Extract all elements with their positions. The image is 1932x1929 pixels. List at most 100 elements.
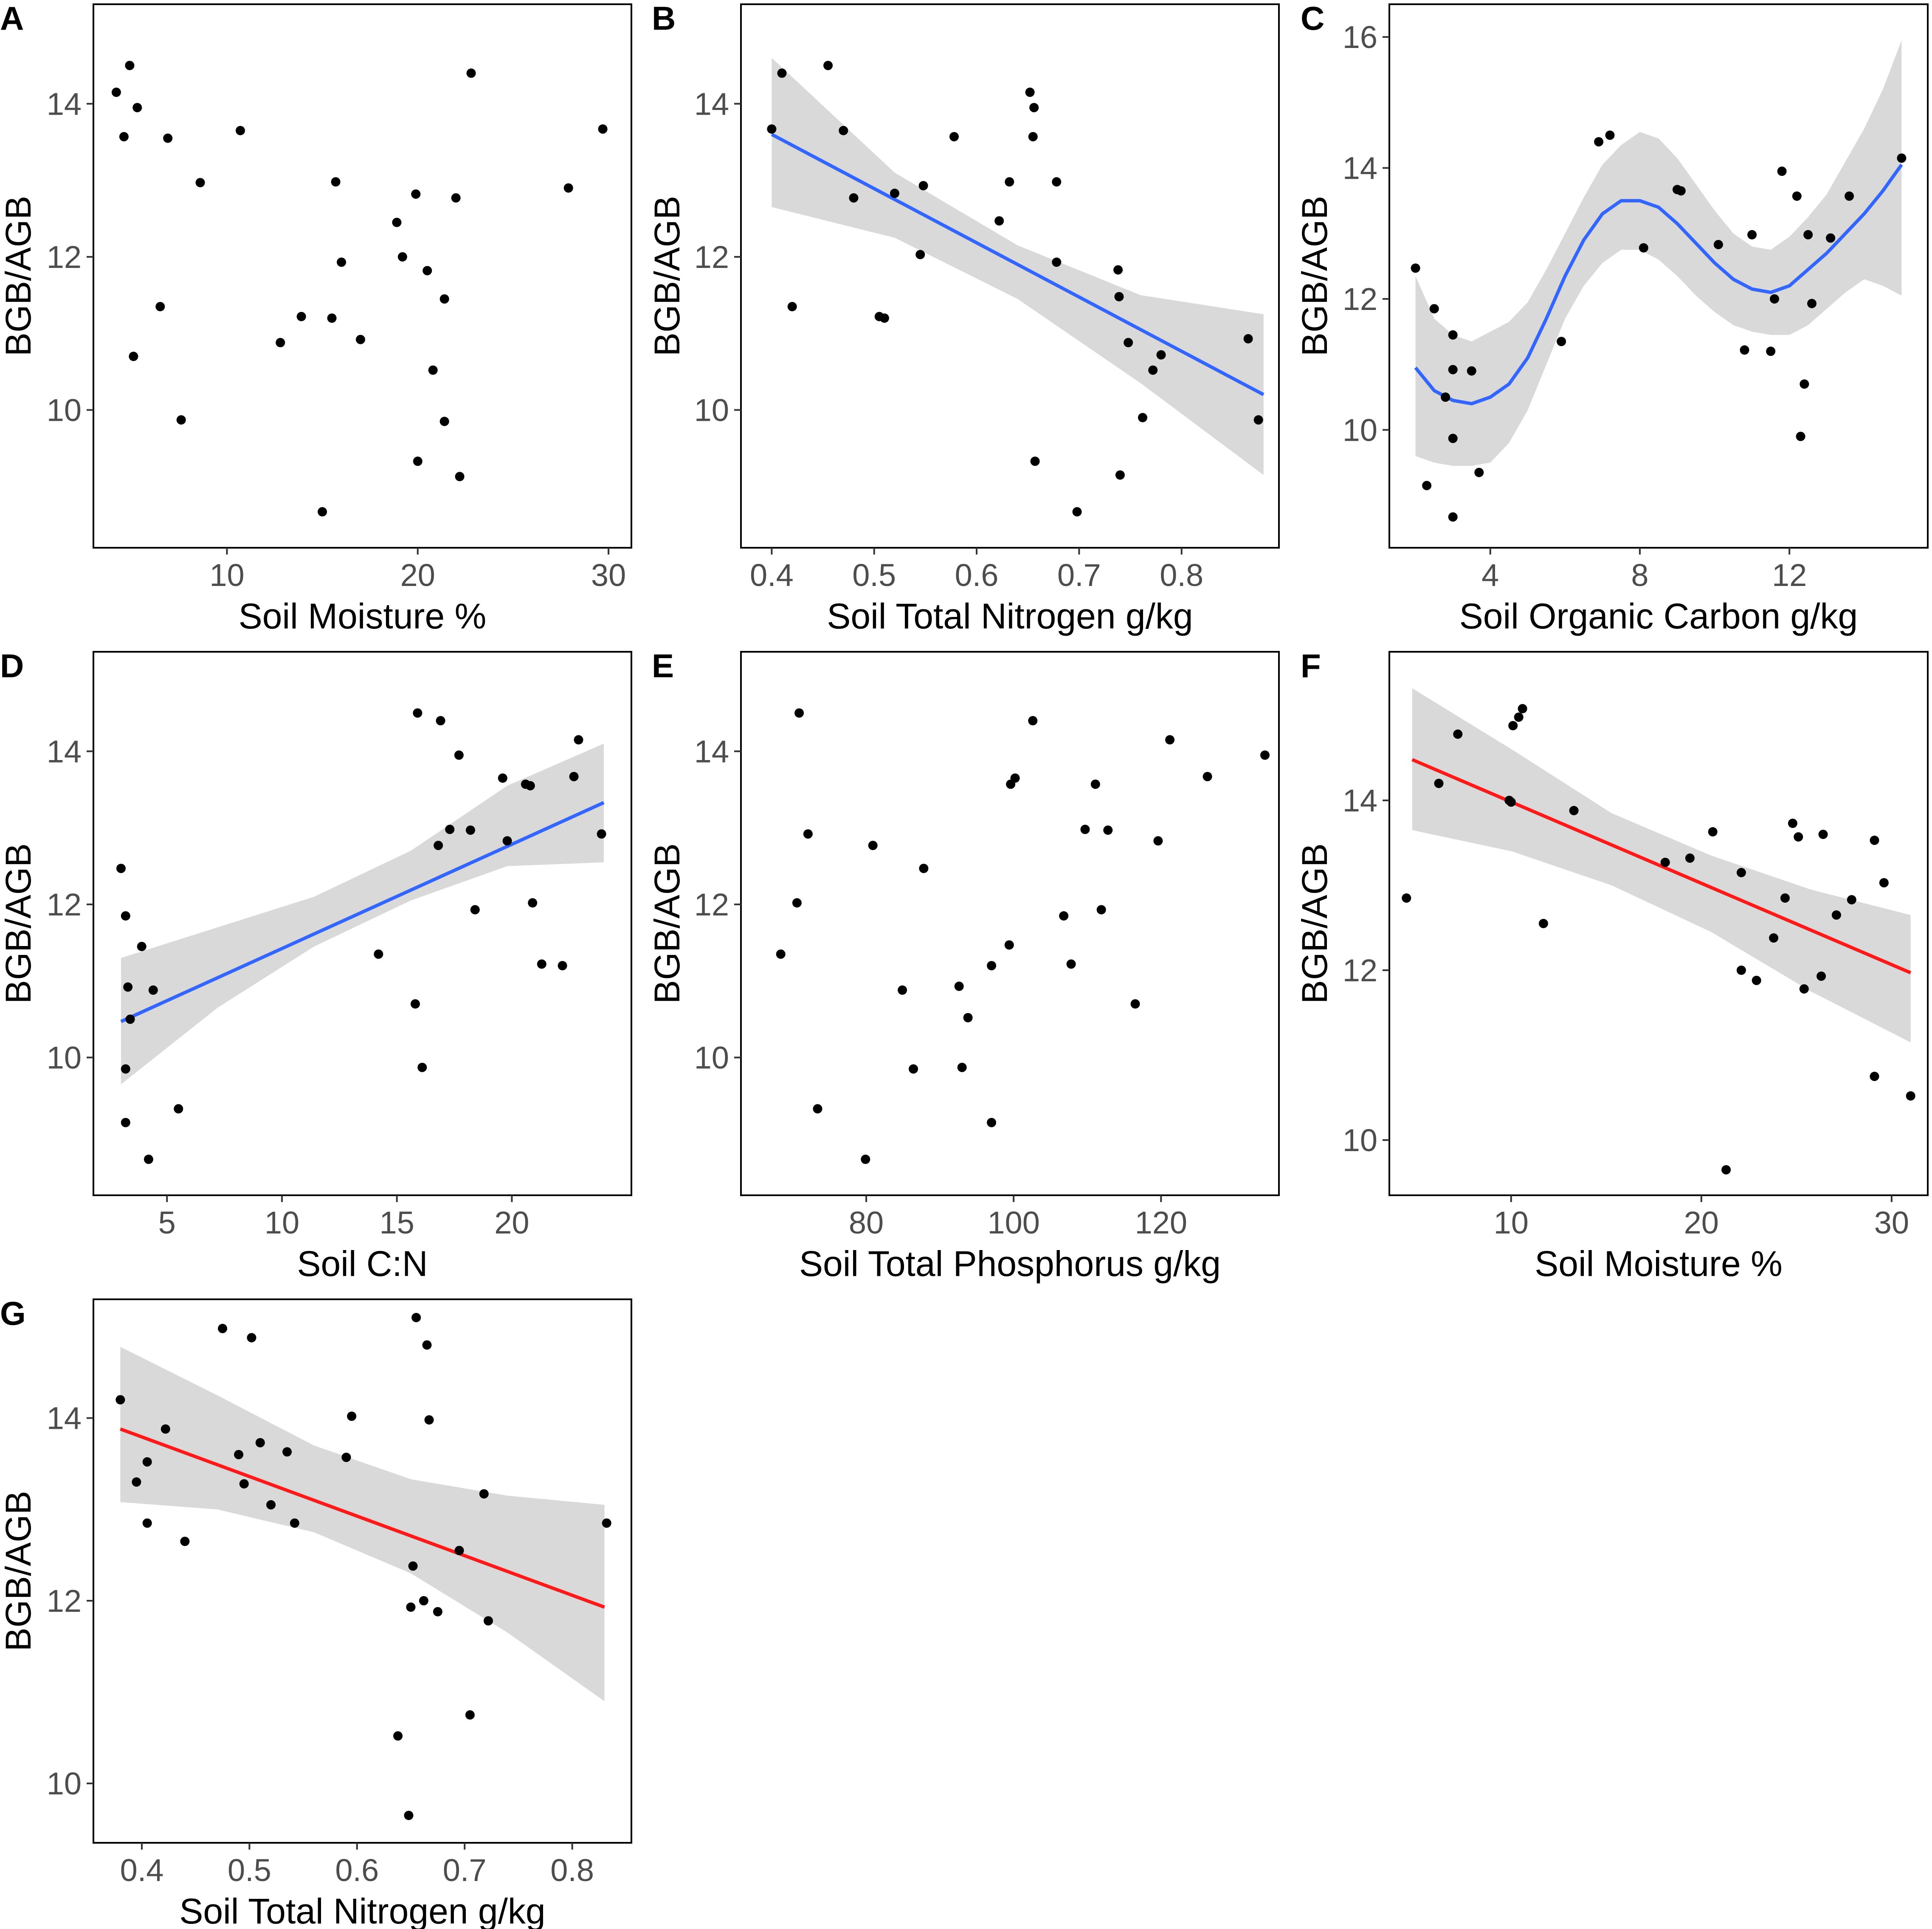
data-point-d xyxy=(525,781,535,791)
data-point-b xyxy=(1029,103,1039,113)
panel-letter-a: A xyxy=(0,0,24,37)
y-axis-title-b: BGB/AGB xyxy=(647,196,687,356)
y-tick-label-b: 12 xyxy=(694,239,729,275)
data-point-c xyxy=(1845,191,1854,201)
data-point-d xyxy=(434,841,443,850)
data-point-g xyxy=(465,1710,475,1720)
y-axis-title-a: BGB/AGB xyxy=(0,196,38,356)
data-point-g xyxy=(347,1411,357,1421)
data-point-c xyxy=(1411,263,1420,273)
fit-line-d xyxy=(120,801,605,1023)
y-tick-label-c: 10 xyxy=(1343,412,1377,448)
data-point-b xyxy=(915,250,925,259)
data-point-g xyxy=(282,1447,292,1457)
data-point-d xyxy=(436,716,445,726)
x-tick-label-b: 0.7 xyxy=(1057,558,1101,593)
data-point-e xyxy=(1090,779,1100,789)
x-axis-title-g: Soil Total Nitrogen g/kg xyxy=(179,1891,545,1929)
data-point-g xyxy=(419,1596,428,1605)
data-point-b xyxy=(949,132,959,141)
data-point-b xyxy=(1030,456,1040,466)
data-point-d xyxy=(597,829,606,839)
data-point-f xyxy=(1736,868,1746,877)
data-point-d xyxy=(537,959,546,969)
data-point-b xyxy=(1028,132,1038,141)
data-point-c xyxy=(1448,365,1458,375)
y-tick-label-a: 12 xyxy=(47,239,82,275)
data-point-f xyxy=(1569,806,1579,815)
data-point-e xyxy=(1080,825,1090,834)
data-point-b xyxy=(1005,177,1014,187)
data-point-d xyxy=(121,1064,130,1074)
data-point-e xyxy=(1059,911,1069,921)
y-axis-title-f: BGB/AGB xyxy=(1295,843,1335,1004)
y-axis-title-e: BGB/AGB xyxy=(647,843,687,1004)
data-point-g xyxy=(433,1607,442,1616)
data-point-f xyxy=(1847,895,1856,904)
data-point-c xyxy=(1448,512,1458,522)
data-point-a xyxy=(337,257,346,267)
data-point-e xyxy=(1153,836,1163,846)
data-point-f xyxy=(1508,721,1518,730)
data-point-d xyxy=(411,999,420,1009)
data-point-d xyxy=(569,772,579,781)
x-tick-label-d: 15 xyxy=(380,1205,414,1240)
y-tick-label-e: 12 xyxy=(694,887,729,922)
x-tick-label-g: 0.7 xyxy=(443,1853,487,1888)
x-axis-title-b: Soil Total Nitrogen g/kg xyxy=(827,596,1193,636)
data-point-d xyxy=(466,825,475,835)
data-point-d xyxy=(123,982,133,992)
data-point-g xyxy=(266,1500,276,1509)
data-point-d xyxy=(144,1155,153,1164)
data-point-a xyxy=(439,294,449,304)
data-point-b xyxy=(767,124,777,134)
data-point-c xyxy=(1800,379,1809,389)
data-point-e xyxy=(776,949,786,959)
y-tick-label-d: 14 xyxy=(47,734,82,769)
x-tick-label-e: 80 xyxy=(849,1205,884,1240)
data-point-c xyxy=(1747,230,1757,239)
y-tick-label-g: 14 xyxy=(47,1401,82,1436)
panel-f: 10 20 30 10 12 14 Soil Moisture % BGB/AGB F xyxy=(1295,647,1929,1284)
x-axis-title-a: Soil Moisture % xyxy=(239,596,487,636)
data-point-e xyxy=(1260,750,1270,760)
data-point-c xyxy=(1594,137,1604,146)
data-point-b xyxy=(1114,292,1124,301)
x-tick-label-f: 10 xyxy=(1494,1205,1529,1240)
data-point-f xyxy=(1752,976,1761,985)
y-tick-label-f: 14 xyxy=(1343,783,1377,818)
data-point-g xyxy=(602,1518,611,1528)
data-point-g xyxy=(142,1518,152,1528)
x-tick-label-a: 30 xyxy=(591,558,626,593)
data-point-a xyxy=(195,178,205,188)
data-point-a xyxy=(331,177,341,187)
x-tick-label-a: 10 xyxy=(209,558,244,593)
x-tick-label-f: 30 xyxy=(1874,1205,1909,1240)
x-tick-label-f: 20 xyxy=(1684,1205,1719,1240)
panel-letter-b: B xyxy=(652,0,676,37)
data-point-e xyxy=(792,898,802,908)
data-point-b xyxy=(1072,507,1082,517)
data-point-d xyxy=(470,905,480,915)
data-point-f xyxy=(1769,933,1779,943)
data-point-f xyxy=(1402,893,1411,903)
data-point-c xyxy=(1422,481,1432,490)
data-point-b xyxy=(890,189,899,198)
data-point-e xyxy=(794,708,804,718)
data-point-d xyxy=(417,1062,427,1072)
data-point-e xyxy=(1103,825,1113,835)
data-point-a xyxy=(129,352,138,361)
plot-frame-e xyxy=(740,651,1280,1196)
data-point-d xyxy=(174,1104,183,1114)
data-point-b xyxy=(1138,413,1147,422)
data-point-d xyxy=(502,836,512,846)
data-point-d xyxy=(148,985,158,995)
panel-d: 5 10 15 20 10 12 14 Soil C:N BGB/AGB D xyxy=(0,647,632,1284)
data-point-a xyxy=(439,417,449,426)
data-point-d xyxy=(374,949,383,959)
y-tick-label-e: 10 xyxy=(694,1040,729,1075)
data-point-c xyxy=(1777,166,1787,176)
data-point-c xyxy=(1740,345,1749,355)
fit-line-c xyxy=(1414,163,1903,406)
data-point-e xyxy=(868,841,878,850)
